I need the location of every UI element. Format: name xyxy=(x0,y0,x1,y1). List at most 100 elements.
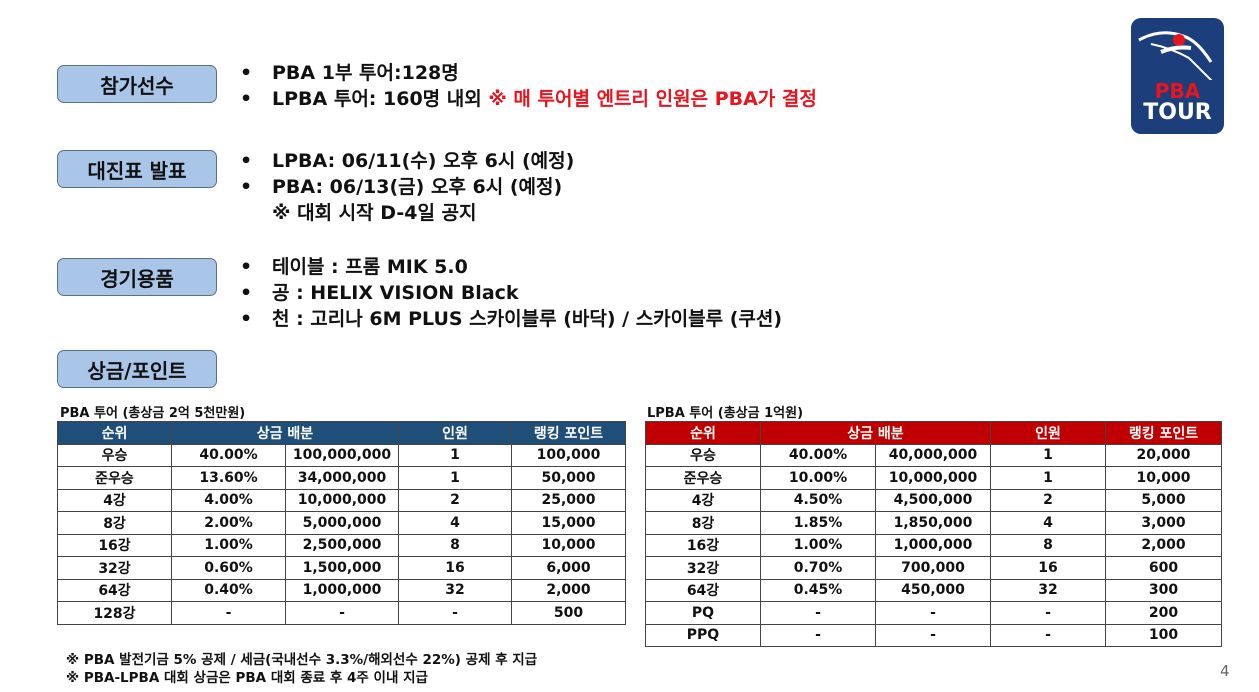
table-row: 128강 - - -500 xyxy=(57,601,626,625)
pba-table-body: 우승 40.00% 100,000,000 1 100,000 준우승 13.60% 34,0… xyxy=(57,443,626,625)
equipment-label: 경기용품 xyxy=(57,258,217,296)
share-cell: - xyxy=(171,601,286,625)
count-cell: 2 xyxy=(398,488,512,512)
entry-note: ※ 매 투어별 엔트리 인원은 PBA가 결정 xyxy=(488,88,817,110)
rank-cell: 준우승 xyxy=(645,466,761,490)
lpba-prize-table: 순위 상금 배분 인원 랭킹 포인트 우승 40.00% 40,000,000 1 20… xyxy=(645,421,1222,647)
footnote: ※ PBA 발전기금 5% 공제 / 세금(국내선수 3.3%/해외선수 22%… xyxy=(66,652,538,668)
share-cell: 40.00% xyxy=(760,443,876,467)
table-row: 우승 40.00% 40,000,000 1 20,000 xyxy=(645,443,1222,467)
header-rank: 순위 xyxy=(57,421,172,445)
header-count: 인원 xyxy=(990,421,1106,445)
amount-cell: 450,000 xyxy=(875,578,991,602)
amount-cell: - xyxy=(875,623,991,647)
amount-cell: 1,000,000 xyxy=(875,533,991,557)
bracket-note: ※ 대회 시작 D-4일 공지 xyxy=(272,202,477,224)
pba-prize-table: 순위 상금 배분 인원 랭킹 포인트 우승 40.00% 100,000,000 1 1… xyxy=(57,421,626,625)
amount-cell: 1,000,000 xyxy=(285,578,399,602)
bracket-list: • LPBA: 06/11(수) 오후 6시 (예정) • PBA: 06/13(금… xyxy=(240,148,574,226)
count-cell: 2 xyxy=(990,488,1106,512)
pba-table-caption: PBA 투어 (총상금 2억 5천만원) xyxy=(60,406,246,421)
table-row: PQ - - -200 xyxy=(645,601,1222,625)
header-prize: 상금 배분 xyxy=(171,421,399,445)
share-cell: 4.00% xyxy=(171,488,286,512)
rank-cell: PPQ xyxy=(645,623,761,647)
count-cell: - xyxy=(398,601,512,625)
amount-cell: 2,500,000 xyxy=(285,533,399,557)
rank-cell: 128강 xyxy=(57,601,172,625)
share-cell: 1.00% xyxy=(171,533,286,557)
share-cell: 2.00% xyxy=(171,511,286,535)
points-cell: 3,000 xyxy=(1105,511,1222,535)
points-cell: 20,000 xyxy=(1105,443,1222,467)
table-row: 16강 1.00% 2,500,000 8 10,000 xyxy=(57,533,626,557)
rank-cell: 4강 xyxy=(645,488,761,512)
rank-cell: 8강 xyxy=(645,511,761,535)
share-cell: 10.00% xyxy=(760,466,876,490)
count-cell: 1 xyxy=(990,443,1106,467)
page-number: 4 xyxy=(1220,662,1230,680)
share-cell: 13.60% xyxy=(171,466,286,490)
points-cell: 50,000 xyxy=(511,466,626,490)
table-row: 32강 0.70% 700,000 16 600 xyxy=(645,556,1222,580)
amount-cell: 10,000,000 xyxy=(875,466,991,490)
count-cell: 32 xyxy=(398,578,512,602)
points-cell: 10,000 xyxy=(1105,466,1222,490)
bullet-icon: • xyxy=(240,308,253,330)
bullet-icon: • xyxy=(240,282,253,304)
rank-cell: 우승 xyxy=(57,443,172,467)
bracket-label: 대진표 발표 xyxy=(57,150,217,188)
rank-cell: 32강 xyxy=(57,556,172,580)
table-row: 8강 2.00% 5,000,000 4 15,000 xyxy=(57,511,626,535)
table-row: 16강 1.00% 1,000,000 8 2,000 xyxy=(645,533,1222,557)
table-row: 64강 0.40% 1,000,000 32 2,000 xyxy=(57,578,626,602)
logo-pba-text: PBA xyxy=(1154,79,1201,103)
amount-cell: 700,000 xyxy=(875,556,991,580)
list-item: • 공 : HELIX VISION Black xyxy=(240,282,519,304)
list-item: • PBA 1부 투어:128명 xyxy=(240,62,459,84)
count-cell: 4 xyxy=(990,511,1106,535)
points-cell: 10,000 xyxy=(511,533,626,557)
table-row: PPQ - - -100 xyxy=(645,623,1222,647)
points-cell: 600 xyxy=(1105,556,1222,580)
points-cell: 500 xyxy=(511,601,626,625)
points-cell: 200 xyxy=(1105,601,1222,625)
bullet-icon: • xyxy=(240,150,253,172)
table-row: 4강 4.00% 10,000,000 2 25,000 xyxy=(57,488,626,512)
logo-tour-text: TOUR xyxy=(1143,100,1212,125)
points-cell: 6,000 xyxy=(511,556,626,580)
table-row: 우승 40.00% 100,000,000 1 100,000 xyxy=(57,443,626,467)
amount-cell: 100,000,000 xyxy=(285,443,399,467)
points-cell: 5,000 xyxy=(1105,488,1222,512)
share-cell: 0.45% xyxy=(760,578,876,602)
count-cell: 8 xyxy=(398,533,512,557)
bullet-icon: • xyxy=(240,176,253,198)
share-cell: 0.60% xyxy=(171,556,286,580)
rank-cell: 8강 xyxy=(57,511,172,535)
rank-cell: 우승 xyxy=(645,443,761,467)
amount-cell: 5,000,000 xyxy=(285,511,399,535)
rank-cell: 64강 xyxy=(57,578,172,602)
share-cell: - xyxy=(760,601,876,625)
pba-tour-logo: PBA TOUR xyxy=(1131,18,1224,134)
share-cell: - xyxy=(760,623,876,647)
points-cell: 100,000 xyxy=(511,443,626,467)
rank-cell: 64강 xyxy=(645,578,761,602)
share-cell: 1.85% xyxy=(760,511,876,535)
points-cell: 2,000 xyxy=(511,578,626,602)
share-cell: 0.70% xyxy=(760,556,876,580)
points-cell: 15,000 xyxy=(511,511,626,535)
billiard-player-icon xyxy=(1138,31,1213,80)
footnotes: ※ PBA 발전기금 5% 공제 / 세금(국내선수 3.3%/해외선수 22%… xyxy=(66,651,537,687)
points-cell: 25,000 xyxy=(511,488,626,512)
table-row: 준우승 13.60% 34,000,000 1 50,000 xyxy=(57,466,626,490)
amount-cell: 40,000,000 xyxy=(875,443,991,467)
table-row: 32강 0.60% 1,500,000 16 6,000 xyxy=(57,556,626,580)
footnote: ※ PBA-LPBA 대회 상금은 PBA 대회 종료 후 4주 이내 지급 xyxy=(66,670,428,686)
count-cell: - xyxy=(990,623,1106,647)
count-cell: 1 xyxy=(990,466,1106,490)
rank-cell: 준우승 xyxy=(57,466,172,490)
header-prize: 상금 배분 xyxy=(760,421,991,445)
rank-cell: 16강 xyxy=(645,533,761,557)
rank-cell: 4강 xyxy=(57,488,172,512)
